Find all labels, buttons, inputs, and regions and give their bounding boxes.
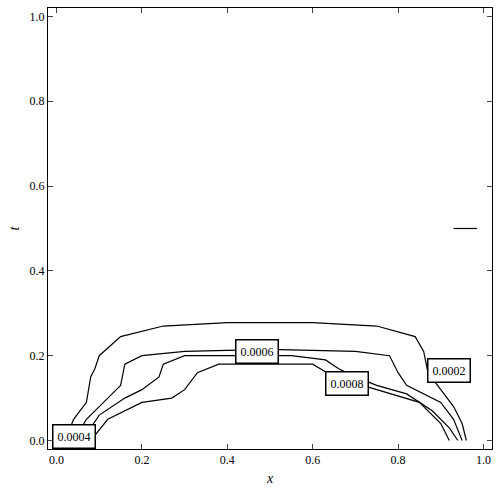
svg-text:0.8: 0.8 bbox=[30, 94, 45, 108]
svg-text:t: t bbox=[7, 225, 22, 230]
svg-text:0.6: 0.6 bbox=[305, 453, 320, 467]
svg-text:1.0: 1.0 bbox=[476, 453, 491, 467]
svg-text:0.4: 0.4 bbox=[30, 264, 45, 278]
svg-text:0.4: 0.4 bbox=[220, 453, 235, 467]
svg-text:0.2: 0.2 bbox=[30, 349, 45, 363]
svg-text:0.0002: 0.0002 bbox=[433, 364, 466, 378]
svg-text:0.6: 0.6 bbox=[30, 179, 45, 193]
svg-text:1.0: 1.0 bbox=[30, 10, 45, 24]
svg-text:x: x bbox=[266, 471, 274, 486]
svg-text:0.0: 0.0 bbox=[49, 453, 64, 467]
svg-text:0.0006: 0.0006 bbox=[241, 345, 274, 359]
svg-text:0.0004: 0.0004 bbox=[58, 430, 91, 444]
svg-text:0.2: 0.2 bbox=[134, 453, 149, 467]
svg-text:0.8: 0.8 bbox=[391, 453, 406, 467]
svg-text:0.0: 0.0 bbox=[30, 434, 45, 448]
svg-text:0.0008: 0.0008 bbox=[331, 377, 364, 391]
